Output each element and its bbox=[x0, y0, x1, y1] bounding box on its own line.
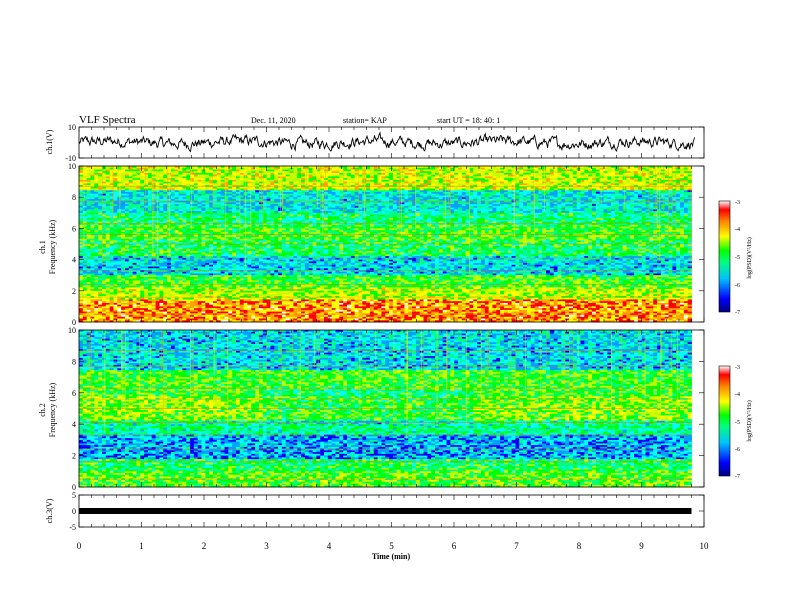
ch1-waveform-panel: 10-10 bbox=[65, 123, 704, 163]
date-label: Dec. 11, 2020 bbox=[251, 116, 296, 125]
ch1-voltage-tick-label: 10 bbox=[68, 123, 76, 132]
station-label: station= KAP bbox=[343, 116, 387, 125]
start-time-label: start UT = 18: 40: 1 bbox=[437, 116, 500, 125]
ch1-waveform-trace bbox=[79, 133, 695, 152]
figure-title: VLF Spectra bbox=[79, 114, 136, 126]
